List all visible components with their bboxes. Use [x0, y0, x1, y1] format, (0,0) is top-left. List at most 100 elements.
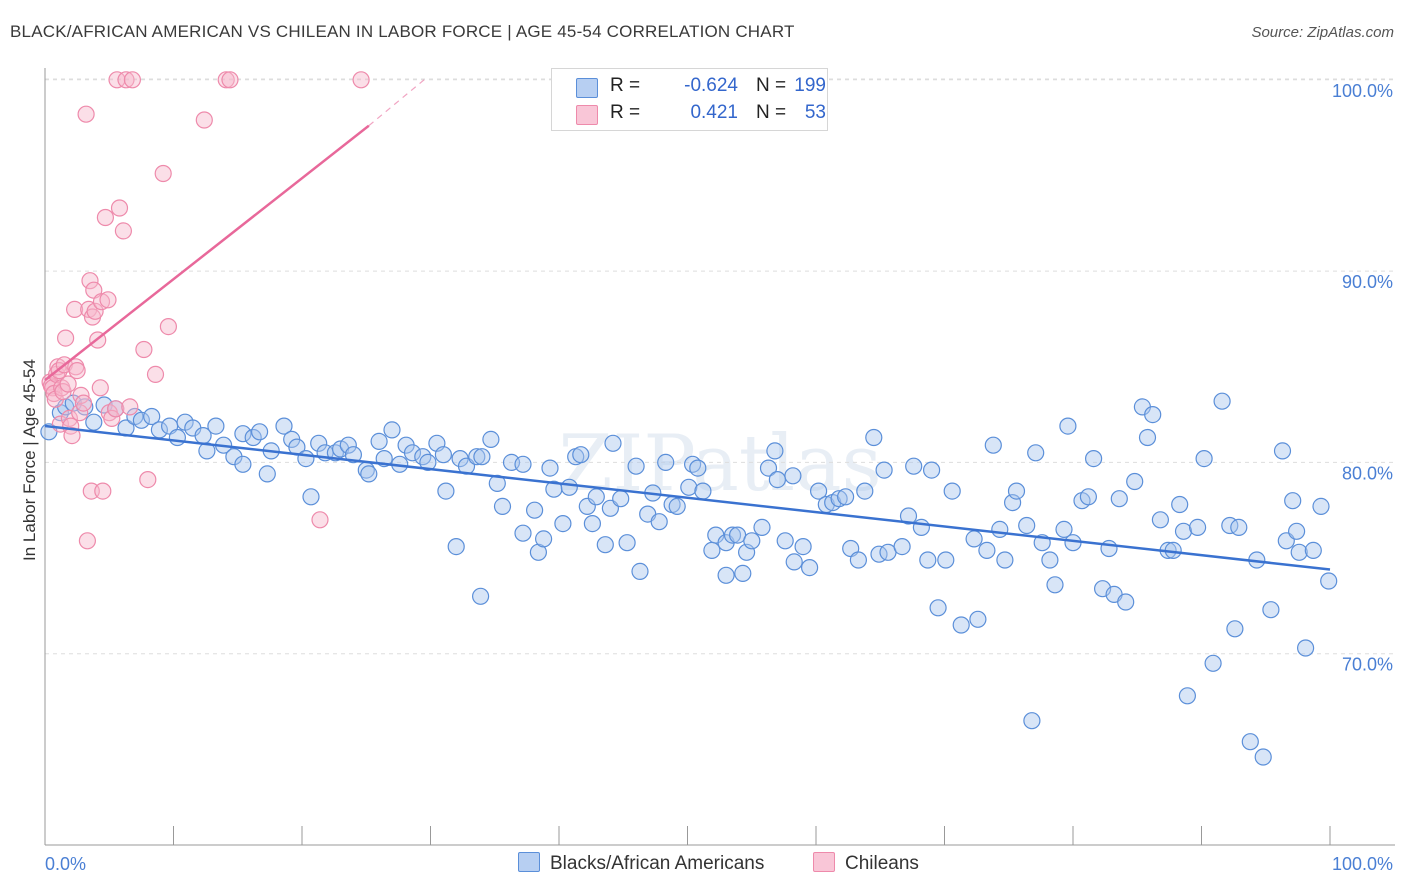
blue-point — [776, 532, 794, 550]
blue-point — [612, 490, 630, 508]
chart-title: BLACK/AFRICAN AMERICAN VS CHILEAN IN LAB… — [10, 22, 795, 41]
pink-point — [65, 300, 84, 318]
pink-point — [59, 375, 77, 393]
blue-point — [1023, 712, 1041, 730]
blue-point — [541, 459, 559, 477]
blue-point — [1241, 733, 1259, 751]
pink-point — [81, 272, 99, 290]
blue-point — [1126, 472, 1144, 491]
pink-point — [139, 471, 157, 489]
bottom-legend-label: Blacks/African Americans — [550, 853, 765, 874]
blue-point — [1262, 601, 1280, 619]
blue-point — [1046, 576, 1064, 594]
pink-point — [56, 329, 75, 347]
pink-point — [107, 400, 125, 418]
pink-point — [114, 222, 133, 240]
pink-point — [71, 404, 89, 422]
blue-point — [680, 478, 698, 496]
blue-point — [383, 421, 401, 439]
pink-point — [94, 482, 112, 500]
blue-point — [310, 434, 328, 452]
blue-point — [1178, 687, 1197, 705]
source-label: Source: ZipAtlas.com — [1251, 24, 1394, 41]
blue-point — [1287, 522, 1306, 540]
x-tick-label: 100.0% — [1332, 854, 1393, 874]
blue-point — [1320, 572, 1338, 590]
blue-point — [1254, 748, 1272, 766]
blue-point — [1110, 490, 1128, 508]
legend-n-label: N = — [756, 75, 787, 96]
blue-point — [809, 482, 828, 500]
blue-point — [723, 526, 742, 544]
pink-point — [117, 71, 135, 89]
pink-point — [78, 532, 97, 550]
blue-point — [1296, 639, 1315, 657]
blue-point — [734, 564, 752, 583]
legend-swatch-pink — [576, 105, 598, 125]
blue-point — [472, 587, 490, 605]
blue-point — [785, 553, 803, 571]
blue-point — [482, 430, 500, 448]
legend-r-label: R = — [610, 102, 641, 123]
pink-point — [63, 427, 81, 445]
blue-point — [1226, 620, 1244, 638]
blue-point — [132, 411, 150, 429]
pink-point — [195, 111, 213, 129]
blue-point — [978, 541, 996, 560]
blue-point — [657, 453, 675, 471]
blue-point — [965, 530, 983, 548]
blue-point — [694, 482, 712, 500]
blue-point — [525, 501, 544, 519]
blue-point — [583, 514, 602, 533]
blue-point — [275, 417, 293, 435]
y-tick-label: 70.0% — [1342, 655, 1393, 675]
blue-point — [419, 453, 437, 471]
blue-point — [1151, 511, 1170, 529]
blue-point — [1144, 406, 1162, 424]
blue-point — [1084, 450, 1103, 468]
blue-point — [1171, 495, 1189, 514]
blue-point — [830, 490, 848, 508]
blue-point — [370, 432, 388, 450]
blue-point — [1290, 543, 1308, 561]
blue-point — [514, 524, 532, 542]
blue-point — [1304, 541, 1322, 560]
blue-point — [1027, 444, 1045, 462]
blue-point — [865, 428, 883, 447]
blue-point — [668, 497, 686, 515]
blue-point — [937, 551, 955, 569]
blue-point — [984, 436, 1002, 454]
blue-point — [753, 518, 771, 537]
pink-point — [154, 164, 172, 183]
blue-point — [587, 488, 605, 506]
blue-point — [759, 459, 778, 477]
blue-point — [1204, 654, 1222, 672]
blue-point — [856, 482, 874, 500]
legend-box: R = -0.624 N = 199 R = 0.421 N = 53 — [551, 68, 828, 131]
blue-point — [339, 436, 357, 454]
blue-point — [234, 425, 252, 443]
legend-swatch-blue — [576, 78, 598, 98]
pink-point — [121, 398, 139, 416]
blue-point — [794, 537, 812, 556]
blue-point — [912, 518, 931, 537]
pink-point — [92, 293, 111, 311]
blue-point — [768, 471, 787, 489]
pink-point — [77, 105, 95, 123]
blue-point — [1213, 392, 1231, 410]
y-tick-label: 90.0% — [1342, 272, 1393, 292]
pink-point — [146, 365, 165, 383]
blue-point — [703, 541, 721, 560]
blue-point — [650, 513, 668, 531]
bottom-legend-swatch-pink — [813, 852, 835, 872]
blue-point — [1100, 539, 1118, 558]
pink-point — [135, 340, 153, 359]
blue-point — [929, 599, 947, 617]
y-tick-label: 80.0% — [1342, 463, 1393, 483]
legend-n-label: N = — [756, 102, 787, 123]
pink-point — [221, 71, 239, 89]
pink-trend-extension — [368, 79, 425, 127]
blue-point — [572, 446, 590, 464]
blue-point — [360, 465, 378, 483]
blue-point — [991, 520, 1009, 539]
